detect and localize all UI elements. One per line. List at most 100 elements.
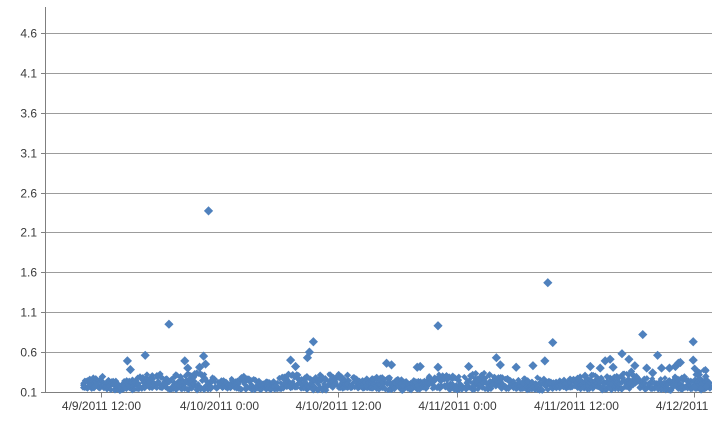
band-point [322,386,330,394]
outlier-point [675,357,685,368]
y-axis-tick-label: 2.1 [20,226,37,240]
band-point [649,375,656,382]
outlier-point [630,361,640,371]
band-point [608,381,616,389]
outlier-point [664,363,675,373]
band-point [573,378,581,387]
band-point [679,386,686,393]
band-point [143,371,151,378]
y-axis-tick-label: 0.1 [20,386,37,400]
band-point [135,380,142,387]
band-point [536,379,543,386]
x-axis-tick-label: 4/11/2011 0:00 [418,399,497,413]
y-axis-tick-label: 2.6 [20,187,37,201]
y-axis-tick-label: 1.6 [20,266,37,280]
band-point [238,385,245,393]
band-point [202,375,209,382]
band-point [343,371,352,379]
x-axis-tick-label: 4/10/2011 0:00 [180,399,260,413]
band-point [359,377,366,384]
band-point [443,376,451,384]
outlier-point [180,356,190,366]
band-point [312,384,319,392]
band-point [266,379,272,385]
outlier-point [617,349,627,359]
band-point [538,386,546,394]
outlier-point [195,362,205,372]
data-points-group [80,206,712,395]
band-point [185,387,192,394]
band-point [310,382,317,389]
band-point [687,382,693,388]
band-point [693,367,702,376]
outlier-point [585,361,595,372]
band-point [614,378,622,386]
outlier-point [495,360,505,370]
outlier-point [381,358,392,368]
band-point [329,384,336,391]
outlier-point [511,362,521,372]
band-point [698,376,706,384]
band-point [188,372,195,379]
outlier-point [433,362,443,372]
band-point [436,384,444,392]
band-point [485,371,494,379]
band-point [577,385,584,393]
y-axis-tick-label: 0.6 [20,346,37,360]
band-point [378,374,386,381]
band-point [332,380,339,387]
band-point [290,378,296,385]
band-point [696,374,703,382]
band-point [464,382,472,390]
outlier-point [670,361,681,372]
band-point [703,367,710,374]
band-point [702,373,709,380]
band-point [567,379,574,386]
outlier-point [605,354,615,364]
y-axis-tick-label: 4.6 [20,27,37,41]
band-point [683,383,691,390]
band-point [697,384,705,392]
outlier-point [491,353,501,363]
band-point [193,369,200,376]
band-point [165,378,173,386]
band-point [312,377,318,384]
x-axis-tick-label: 4/10/2011 12:00 [296,399,382,413]
band-point [218,384,225,391]
band-point [184,379,192,387]
band-point [697,380,705,388]
band-point [137,383,143,389]
band-point [199,373,206,380]
outlier-point [656,363,667,373]
band-point [298,376,305,382]
outlier-point [140,350,150,360]
outlier-point [528,361,538,371]
band-point [682,385,688,392]
band-point [192,378,198,385]
band-point [593,379,601,387]
band-point [642,379,649,387]
band-point [588,377,595,384]
band-point [390,385,399,393]
band-point [200,376,206,383]
band-point [671,373,679,381]
band-point [481,369,488,377]
band-point [95,377,102,384]
band-point [512,384,520,392]
band-point [249,387,255,394]
band-point [643,375,651,382]
band-point [294,384,300,391]
outlier-point [415,361,425,372]
band-point [107,386,115,394]
band-point [586,386,593,393]
outlier-point [198,351,209,361]
band-point [346,377,353,384]
band-point [183,377,191,385]
band-point [617,373,625,380]
band-point [636,376,643,383]
x-axis-tick-label: 4/12/2011 [656,399,709,413]
band-point [235,377,244,386]
outlier-point [688,355,698,365]
band-point [629,382,636,389]
outlier-point [122,356,133,366]
